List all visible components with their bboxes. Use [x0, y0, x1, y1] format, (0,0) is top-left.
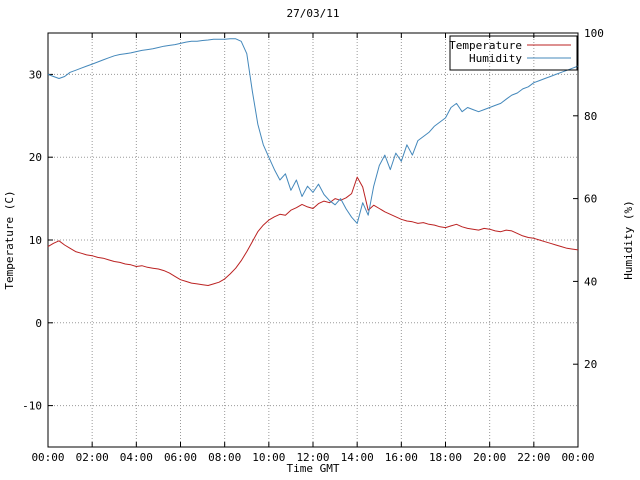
- y-tick-label: 20: [29, 151, 42, 164]
- x-tick-label: 00:00: [561, 451, 594, 464]
- y2-tick-label: 40: [584, 275, 597, 288]
- x-tick-label: 18:00: [429, 451, 462, 464]
- y-tick-label: 10: [29, 234, 42, 247]
- chart-title: 27/03/11: [287, 7, 340, 20]
- plot-area: 00:00 02:00 04:00 06:00 08:00 10:00 12:00 14:00…: [22, 27, 604, 464]
- y2-tick-label: 100: [584, 27, 604, 40]
- x-tick-label: 02:00: [76, 451, 109, 464]
- y2-tick-label: 80: [584, 110, 597, 123]
- legend-box: [449, 35, 578, 71]
- y2-tick-label: 60: [584, 193, 597, 206]
- legend-label-temperature: Temperature: [449, 39, 522, 52]
- x-tick-label: 14:00: [341, 451, 374, 464]
- y-tick-label: 30: [29, 68, 42, 81]
- x-tick-label: 10:00: [252, 451, 285, 464]
- plot-border: [47, 32, 579, 448]
- series-line-temperature: [47, 176, 579, 286]
- y-axis-label: Temperature (C): [3, 190, 16, 289]
- y2-tick-label: 20: [584, 358, 597, 371]
- x-tick-label: 06:00: [164, 451, 197, 464]
- series-line-humidity: [47, 38, 579, 224]
- x-axis-label: Time GMT: [287, 462, 340, 475]
- legend-label-humidity: Humidity: [469, 52, 522, 65]
- y2-axis-label: Humidity (%): [622, 200, 635, 279]
- x-tick-label: 20:00: [473, 451, 506, 464]
- y-tick-label: 0: [35, 317, 42, 330]
- x-tick-label: 00:00: [31, 451, 64, 464]
- x-tick-label: 22:00: [517, 451, 550, 464]
- x-tick-label: 16:00: [385, 451, 418, 464]
- x-tick-label: 08:00: [208, 451, 241, 464]
- x-tick-label: 04:00: [120, 451, 153, 464]
- x-tick-label: 12:00: [296, 451, 329, 464]
- y-tick-label: -10: [22, 400, 42, 413]
